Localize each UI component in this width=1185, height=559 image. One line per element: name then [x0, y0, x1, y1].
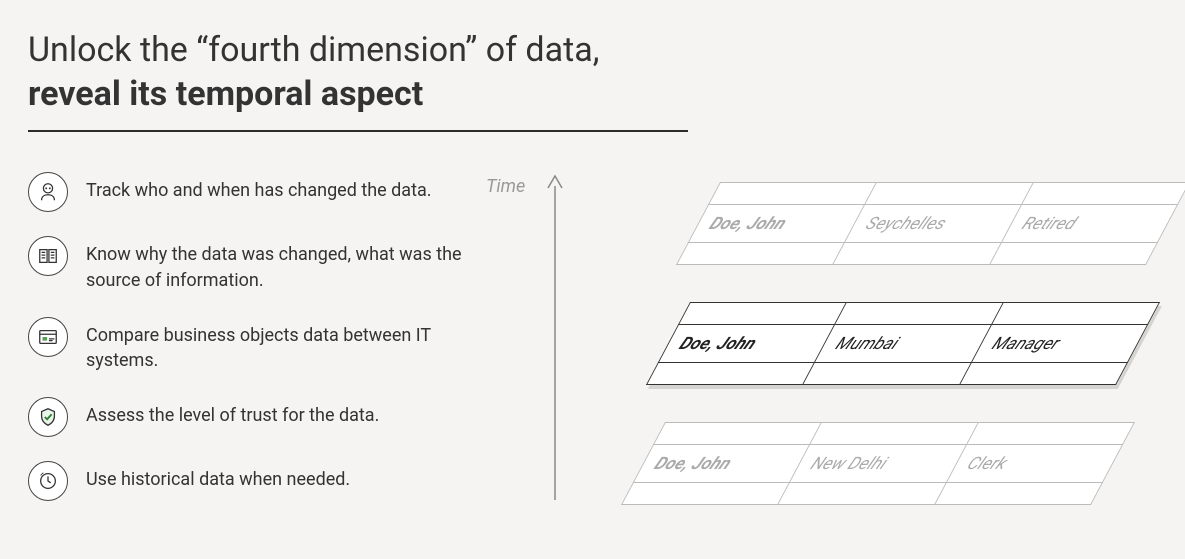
layer-cell-name: Doe, John [658, 325, 835, 363]
book-icon [28, 236, 68, 276]
layer-cell-name: Doe, John [633, 445, 810, 483]
data-layer-past: Doe, John New Delhi Clerk [621, 422, 1135, 505]
feature-item: Know why the data was changed, what was … [28, 236, 468, 292]
layer-cell-name: Doe, John [688, 205, 865, 243]
clock-icon [28, 461, 68, 501]
time-axis-arrow [543, 170, 567, 500]
feature-text: Use historical data when needed. [86, 461, 350, 492]
person-icon [28, 172, 68, 212]
feature-text: Know why the data was changed, what was … [86, 236, 468, 292]
layer-cell-role: Manager [971, 325, 1148, 363]
page-heading: Unlock the “fourth dimension” of data, r… [28, 28, 1157, 116]
feature-text: Compare business objects data between IT… [86, 317, 468, 373]
temporal-diagram: Time Doe, John Seychelles Retired [468, 172, 1157, 525]
feature-list: Track who and when has changed the data.… [28, 172, 468, 525]
feature-text: Assess the level of trust for the data. [86, 397, 379, 428]
feature-text: Track who and when has changed the data. [86, 172, 432, 203]
heading-underline [28, 130, 688, 132]
feature-item: Compare business objects data between IT… [28, 317, 468, 373]
data-layer-current: Doe, John Mumbai Manager [646, 302, 1160, 385]
time-axis-label: Time [486, 176, 525, 197]
feature-item: Use historical data when needed. [28, 461, 468, 501]
layer-cell-location: New Delhi [790, 445, 967, 483]
layer-cell-location: Mumbai [815, 325, 992, 363]
layer-cell-role: Clerk [946, 445, 1123, 483]
shield-icon [28, 397, 68, 437]
heading-line-2: reveal its temporal aspect [28, 72, 1157, 116]
data-layer-future: Doe, John Seychelles Retired [676, 182, 1185, 265]
layer-cell-location: Seychelles [845, 205, 1022, 243]
feature-item: Assess the level of trust for the data. [28, 397, 468, 437]
heading-line-1: Unlock the “fourth dimension” of data, [28, 30, 599, 70]
compare-icon [28, 317, 68, 357]
layer-cell-role: Retired [1001, 205, 1178, 243]
feature-item: Track who and when has changed the data. [28, 172, 468, 212]
